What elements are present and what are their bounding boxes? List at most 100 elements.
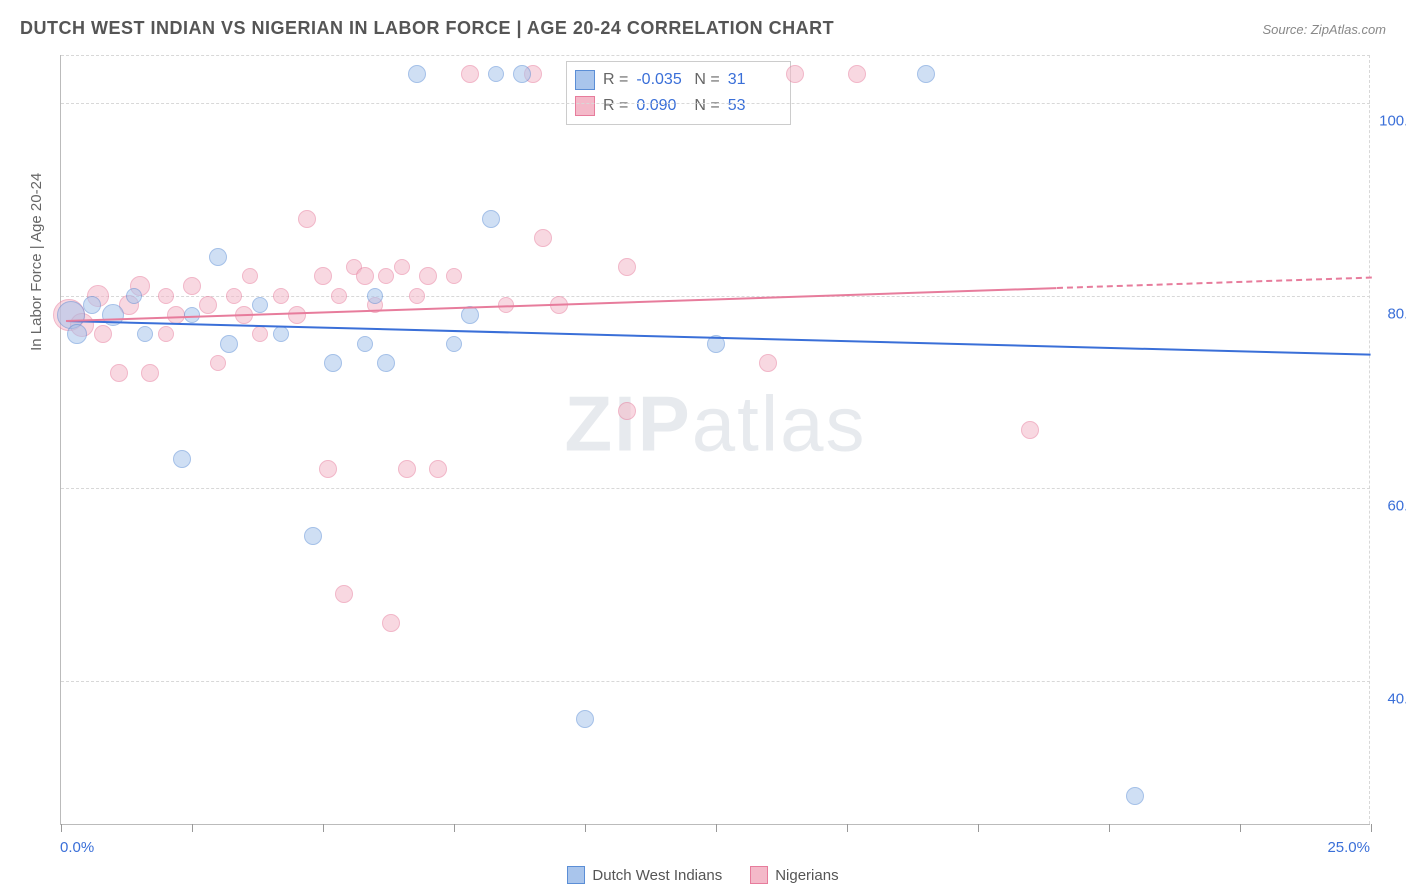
gridline-horizontal <box>61 488 1370 489</box>
scatter-point-dutch-west-indians <box>482 210 500 228</box>
scatter-point-nigerians <box>314 267 332 285</box>
scatter-point-dutch-west-indians <box>304 527 322 545</box>
x-tick <box>978 824 979 832</box>
x-tick <box>323 824 324 832</box>
x-label-max: 25.0% <box>1327 839 1370 856</box>
watermark-bold: ZIP <box>564 380 691 468</box>
scatter-point-nigerians <box>534 229 552 247</box>
scatter-point-dutch-west-indians <box>67 324 87 344</box>
chart-title: DUTCH WEST INDIAN VS NIGERIAN IN LABOR F… <box>20 18 834 39</box>
scatter-point-nigerians <box>378 268 394 284</box>
correlation-stats-box: R = -0.035 N = 31 R = 0.090 N = 53 <box>566 61 791 125</box>
scatter-point-dutch-west-indians <box>408 65 426 83</box>
stats-swatch-series1 <box>575 70 595 90</box>
scatter-point-nigerians <box>786 65 804 83</box>
scatter-point-nigerians <box>158 288 174 304</box>
scatter-point-nigerians <box>382 614 400 632</box>
scatter-point-nigerians <box>226 288 242 304</box>
scatter-point-nigerians <box>199 296 217 314</box>
scatter-point-nigerians <box>94 325 112 343</box>
stats-r-value-series2: 0.090 <box>636 97 686 115</box>
scatter-point-dutch-west-indians <box>357 336 373 352</box>
plot-area: ZIPatlas R = -0.035 N = 31 R = 0.090 N =… <box>60 55 1370 825</box>
stats-n-value-series2: 53 <box>728 97 778 115</box>
scatter-point-dutch-west-indians <box>917 65 935 83</box>
scatter-point-nigerians <box>335 585 353 603</box>
scatter-point-nigerians <box>167 306 185 324</box>
stats-n-label: N = <box>694 71 719 89</box>
scatter-point-nigerians <box>110 364 128 382</box>
scatter-point-dutch-west-indians <box>576 710 594 728</box>
scatter-point-dutch-west-indians <box>377 354 395 372</box>
scatter-point-dutch-west-indians <box>209 248 227 266</box>
scatter-point-nigerians <box>618 402 636 420</box>
x-tick <box>454 824 455 832</box>
scatter-point-dutch-west-indians <box>83 296 101 314</box>
x-label-min: 0.0% <box>60 839 94 856</box>
scatter-point-nigerians <box>298 210 316 228</box>
stats-n-value-series1: 31 <box>728 71 778 89</box>
gridline-horizontal <box>61 103 1370 104</box>
stats-row-series1: R = -0.035 N = 31 <box>575 67 778 93</box>
watermark: ZIPatlas <box>564 379 866 470</box>
scatter-point-dutch-west-indians <box>367 288 383 304</box>
scatter-point-dutch-west-indians <box>324 354 342 372</box>
source-attribution: Source: ZipAtlas.com <box>1262 22 1386 37</box>
scatter-point-nigerians <box>1021 421 1039 439</box>
legend-item-series2: Nigerians <box>750 866 838 884</box>
scatter-point-dutch-west-indians <box>252 297 268 313</box>
x-tick <box>585 824 586 832</box>
scatter-point-nigerians <box>419 267 437 285</box>
y-axis-title: In Labor Force | Age 20-24 <box>28 173 45 351</box>
stats-r-label: R = <box>603 97 628 115</box>
x-tick <box>192 824 193 832</box>
y-tick-label: 40.0% <box>1375 690 1406 707</box>
scatter-point-nigerians <box>242 268 258 284</box>
scatter-point-nigerians <box>409 288 425 304</box>
x-tick <box>847 824 848 832</box>
stats-n-label: N = <box>694 97 719 115</box>
scatter-point-nigerians <box>273 288 289 304</box>
scatter-point-dutch-west-indians <box>488 66 504 82</box>
y-tick-label: 100.0% <box>1375 113 1406 130</box>
stats-r-value-series1: -0.035 <box>636 71 686 89</box>
x-tick <box>1240 824 1241 832</box>
scatter-point-nigerians <box>759 354 777 372</box>
scatter-point-dutch-west-indians <box>1126 787 1144 805</box>
bottom-legend: Dutch West Indians Nigerians <box>0 866 1406 884</box>
gridline-horizontal <box>61 681 1370 682</box>
stats-r-label: R = <box>603 71 628 89</box>
scatter-point-nigerians <box>356 267 374 285</box>
scatter-point-dutch-west-indians <box>446 336 462 352</box>
x-tick <box>61 824 62 832</box>
scatter-point-nigerians <box>429 460 447 478</box>
scatter-point-nigerians <box>394 259 410 275</box>
scatter-point-nigerians <box>183 277 201 295</box>
scatter-point-nigerians <box>331 288 347 304</box>
x-tick <box>1109 824 1110 832</box>
scatter-point-dutch-west-indians <box>173 450 191 468</box>
scatter-point-dutch-west-indians <box>220 335 238 353</box>
scatter-point-nigerians <box>618 258 636 276</box>
scatter-point-dutch-west-indians <box>126 288 142 304</box>
grid-border-top <box>61 55 1370 56</box>
x-tick <box>716 824 717 832</box>
scatter-point-nigerians <box>141 364 159 382</box>
scatter-point-nigerians <box>158 326 174 342</box>
legend-swatch-series2 <box>750 866 768 884</box>
scatter-point-nigerians <box>288 306 306 324</box>
trendline-nigerians-dashed <box>1057 276 1371 288</box>
scatter-point-nigerians <box>446 268 462 284</box>
grid-border-right <box>1369 55 1370 824</box>
legend-swatch-series1 <box>567 866 585 884</box>
scatter-point-nigerians <box>461 65 479 83</box>
stats-swatch-series2 <box>575 96 595 116</box>
scatter-point-nigerians <box>848 65 866 83</box>
scatter-point-nigerians <box>398 460 416 478</box>
y-tick-label: 80.0% <box>1375 305 1406 322</box>
scatter-point-nigerians <box>210 355 226 371</box>
stats-row-series2: R = 0.090 N = 53 <box>575 93 778 119</box>
scatter-point-nigerians <box>319 460 337 478</box>
y-tick-label: 60.0% <box>1375 498 1406 515</box>
scatter-point-dutch-west-indians <box>273 326 289 342</box>
